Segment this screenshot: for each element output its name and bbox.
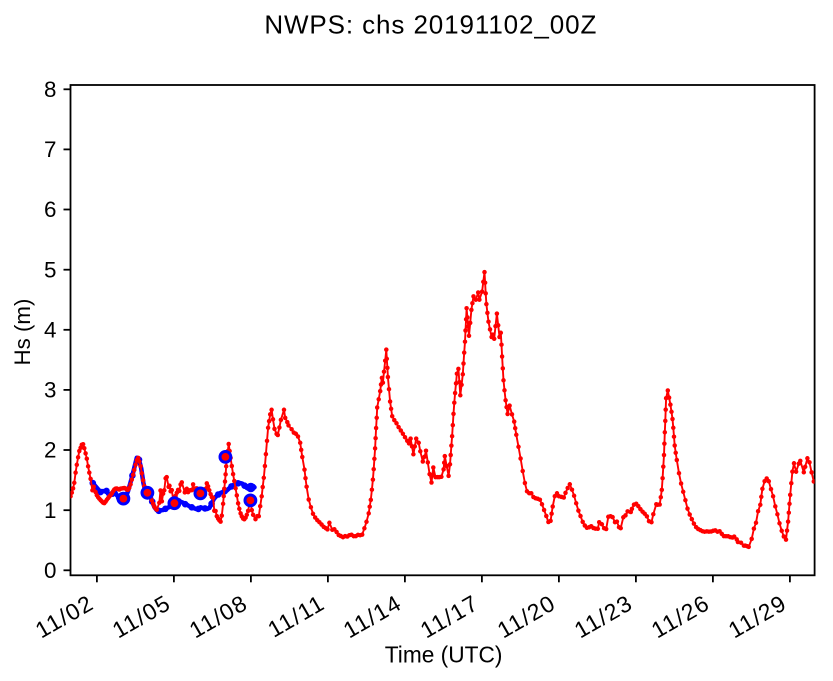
svg-text:Time (UTC): Time (UTC) xyxy=(385,642,503,668)
svg-text:5: 5 xyxy=(44,257,56,282)
svg-text:0: 0 xyxy=(44,558,56,583)
svg-text:3: 3 xyxy=(44,378,56,403)
svg-text:Hs (m): Hs (m) xyxy=(10,299,35,366)
svg-text:2: 2 xyxy=(44,438,56,463)
svg-text:6: 6 xyxy=(44,197,56,222)
svg-text:NWPS: chs 20191102_00Z: NWPS: chs 20191102_00Z xyxy=(264,10,597,40)
svg-text:4: 4 xyxy=(44,318,56,343)
svg-text:7: 7 xyxy=(44,137,56,162)
svg-text:1: 1 xyxy=(44,498,56,523)
svg-text:8: 8 xyxy=(44,77,56,102)
